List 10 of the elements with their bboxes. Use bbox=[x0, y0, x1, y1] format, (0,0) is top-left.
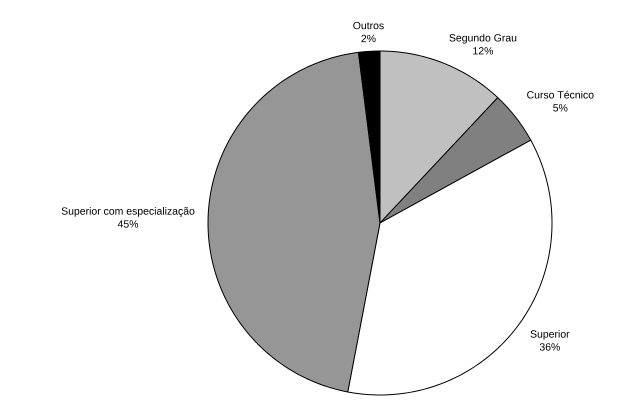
slice-label: Outros bbox=[353, 22, 384, 30]
slice-label: Superior bbox=[530, 330, 570, 340]
data-label: 2% bbox=[361, 34, 376, 42]
data-label: 45% bbox=[118, 220, 138, 228]
slice-label: Segundo Grau bbox=[449, 34, 516, 44]
slice-label: Curso Técnico bbox=[527, 90, 594, 99]
data-label: 36% bbox=[540, 343, 560, 351]
slice-label: Superior com especialização bbox=[62, 207, 194, 217]
data-label: 5% bbox=[553, 104, 568, 112]
data-label: 12% bbox=[473, 47, 494, 54]
